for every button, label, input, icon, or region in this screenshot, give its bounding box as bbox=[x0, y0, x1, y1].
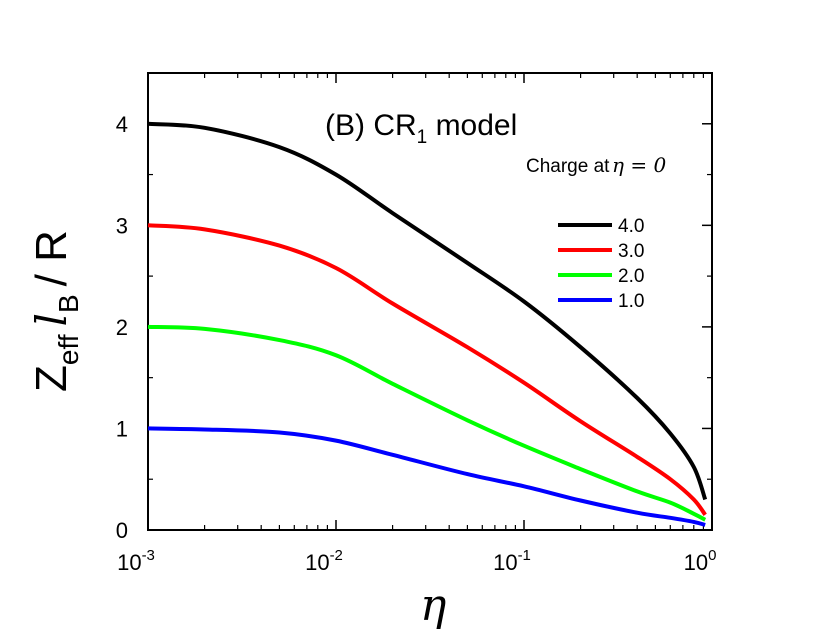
x-tick-label: 10-2 bbox=[305, 547, 343, 575]
legend-label-3.0: 3.0 bbox=[618, 241, 644, 262]
chart-title: (B) CR1 model bbox=[325, 109, 517, 148]
y-axis-label: Zeff lB / R bbox=[27, 230, 84, 392]
legend-label-4.0: 4.0 bbox=[618, 216, 644, 237]
y-label-l: l bbox=[27, 313, 76, 326]
x-tick-exponent: -3 bbox=[142, 547, 155, 564]
x-tick-base: 10 bbox=[117, 550, 141, 575]
x-tick-label: 10-1 bbox=[493, 547, 531, 575]
series-line-4.0 bbox=[147, 121, 708, 501]
y-label-tail: / R bbox=[27, 230, 76, 286]
series-line-2.0 bbox=[147, 324, 707, 522]
x-tick-exponent: -2 bbox=[330, 547, 343, 564]
chart-title-suffix: model bbox=[427, 109, 517, 142]
x-tick-label: 100 bbox=[684, 547, 717, 575]
y-tick-label: 4 bbox=[116, 112, 128, 137]
legend-title-math: η = 0 bbox=[612, 153, 666, 177]
plot-frame bbox=[147, 72, 713, 531]
y-label-z: Z bbox=[27, 365, 76, 392]
y-tick-label: 1 bbox=[116, 416, 128, 441]
legend-title: Charge at bbox=[526, 156, 610, 177]
y-tick-label: 0 bbox=[116, 518, 128, 543]
y-label-sub-b: B bbox=[53, 294, 84, 313]
chart-title-main: (B) CR bbox=[325, 109, 417, 142]
x-tick-base: 10 bbox=[684, 550, 708, 575]
x-tick-exponent: 0 bbox=[708, 547, 716, 564]
legend-label-1.0: 1.0 bbox=[618, 291, 644, 312]
y-label-sub-eff: eff bbox=[53, 334, 84, 365]
x-axis-label: η bbox=[420, 580, 446, 631]
series-line-1.0 bbox=[147, 426, 706, 527]
legend-label-2.0: 2.0 bbox=[618, 266, 644, 287]
y-tick-label: 2 bbox=[116, 315, 128, 340]
x-tick-base: 10 bbox=[305, 550, 329, 575]
x-tick-exponent: -1 bbox=[518, 547, 531, 564]
series-line-3.0 bbox=[147, 223, 707, 516]
y-tick-label: 3 bbox=[116, 213, 128, 238]
x-tick-base: 10 bbox=[493, 550, 517, 575]
chart-title-subscript: 1 bbox=[417, 127, 428, 148]
x-tick-label: 10-3 bbox=[117, 547, 155, 575]
